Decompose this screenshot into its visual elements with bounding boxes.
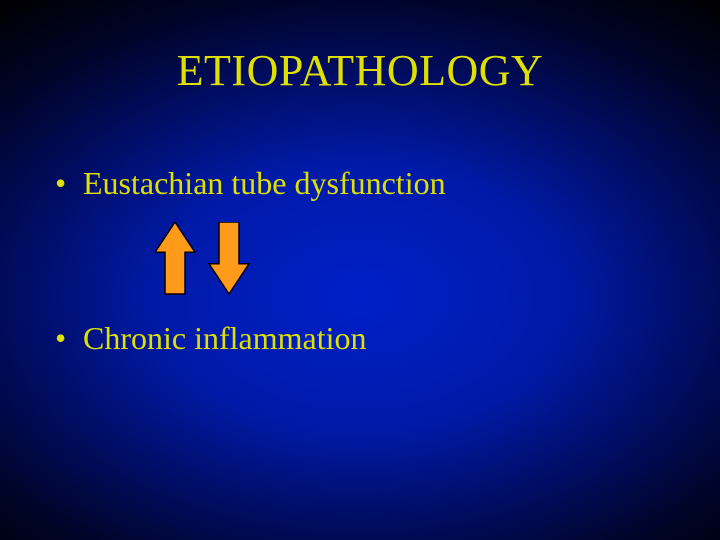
bullet-item-2: •Chronic inflammation	[55, 320, 367, 357]
bullet-text: Chronic inflammation	[83, 320, 367, 356]
slide-title: ETIOPATHOLOGY	[0, 45, 720, 96]
arrow-pair	[155, 222, 275, 302]
bullet-marker: •	[55, 165, 83, 202]
bullet-text: Eustachian tube dysfunction	[83, 165, 446, 201]
down-arrow-icon	[209, 222, 249, 294]
up-arrow-icon	[155, 222, 195, 294]
bullet-item-1: •Eustachian tube dysfunction	[55, 165, 446, 202]
slide: ETIOPATHOLOGY •Eustachian tube dysfuncti…	[0, 0, 720, 540]
bullet-marker: •	[55, 320, 83, 357]
